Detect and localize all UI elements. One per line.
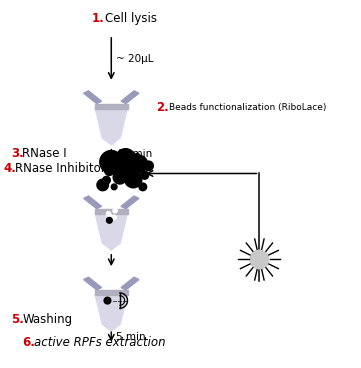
Text: 45 min: 45 min (116, 149, 152, 159)
Circle shape (130, 155, 148, 173)
Text: 10 min: 10 min (116, 164, 152, 174)
Polygon shape (84, 196, 101, 209)
Circle shape (141, 171, 148, 179)
Text: 3.: 3. (11, 147, 24, 160)
Text: RNase I: RNase I (22, 147, 67, 160)
Circle shape (97, 179, 108, 191)
Polygon shape (95, 209, 127, 214)
Polygon shape (84, 91, 101, 103)
Circle shape (105, 166, 114, 176)
Circle shape (144, 161, 153, 171)
Circle shape (106, 211, 111, 216)
Text: 2.: 2. (156, 101, 169, 114)
Circle shape (113, 171, 127, 184)
Circle shape (139, 183, 147, 191)
Text: Washing: Washing (22, 313, 73, 326)
Text: 5 min: 5 min (116, 332, 146, 342)
Text: ~ 20μL: ~ 20μL (116, 54, 153, 64)
Polygon shape (95, 294, 127, 331)
Polygon shape (121, 91, 139, 103)
Circle shape (104, 297, 111, 304)
Circle shape (116, 149, 135, 168)
Circle shape (117, 161, 138, 182)
Circle shape (250, 250, 269, 269)
Circle shape (106, 217, 112, 223)
Circle shape (103, 176, 110, 184)
Text: 6.: 6. (22, 336, 35, 349)
Text: active RPFs extraction: active RPFs extraction (34, 336, 165, 349)
Text: 1.: 1. (92, 12, 105, 25)
Circle shape (111, 184, 117, 190)
Text: Cell lysis: Cell lysis (105, 12, 157, 25)
Circle shape (113, 208, 117, 213)
Polygon shape (95, 103, 127, 109)
Text: Beads functionalization (RiboLace): Beads functionalization (RiboLace) (169, 103, 326, 112)
Polygon shape (95, 107, 127, 145)
Text: 4.: 4. (3, 162, 16, 175)
Polygon shape (121, 196, 139, 209)
Polygon shape (84, 277, 101, 290)
Circle shape (115, 155, 121, 160)
Circle shape (125, 171, 142, 188)
Polygon shape (95, 213, 127, 250)
Circle shape (108, 214, 113, 219)
Text: RNase Inhibitor: RNase Inhibitor (15, 162, 105, 175)
Text: 5.: 5. (11, 313, 24, 326)
Polygon shape (95, 290, 127, 295)
Circle shape (100, 151, 123, 173)
Circle shape (134, 153, 140, 159)
Polygon shape (121, 277, 139, 290)
Circle shape (112, 215, 117, 220)
